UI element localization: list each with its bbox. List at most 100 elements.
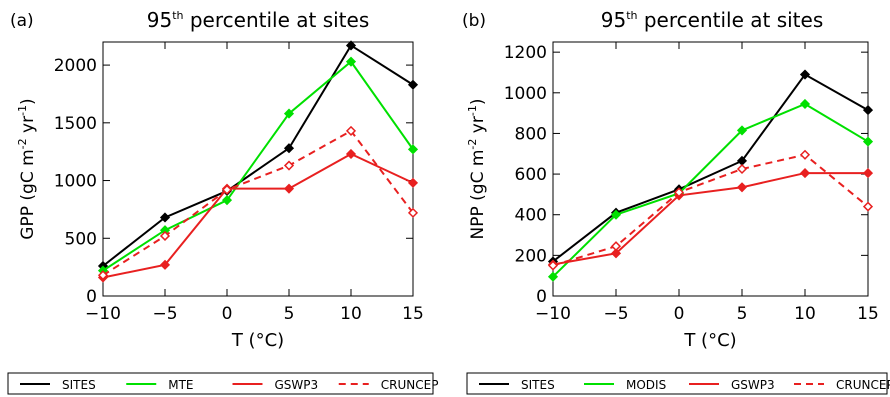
data-point-cruncep: [407, 207, 419, 218]
series-line-gswp3: [102, 152, 414, 279]
data-point-gswp3: [799, 168, 811, 179]
chart-title: 95th percentile at sites: [147, 8, 369, 32]
title-number: 95: [601, 8, 626, 32]
data-point-mte: [407, 144, 419, 155]
data-point-modis: [799, 98, 811, 110]
x-tick-label: 15: [857, 304, 879, 324]
data-point-cruncep: [345, 125, 357, 136]
data-point-modis: [547, 271, 559, 282]
y-tick-label: 1000: [504, 84, 547, 104]
data-point-gswp3: [862, 168, 874, 179]
legend-label-gswp3: GSWP3: [275, 378, 319, 392]
y-axis-label-sup1: -2: [466, 139, 479, 150]
data-point-cruncep: [221, 184, 233, 195]
legend-label-sites: SITES: [62, 378, 96, 392]
title-text: percentile at sites: [638, 8, 824, 32]
panel-label: (b): [462, 11, 486, 31]
data-point-gswp3: [610, 248, 622, 259]
data-point-gswp3: [159, 259, 171, 270]
series-line-mte: [102, 60, 414, 272]
y-axis-label-mid: yr: [18, 116, 38, 138]
legend-frame: [7, 372, 434, 395]
data-point-cruncep: [862, 201, 874, 212]
series-line-sites: [102, 44, 414, 267]
chart-title: 95th percentile at sites: [601, 8, 823, 32]
data-point-modis: [610, 209, 622, 220]
data-point-cruncep: [547, 260, 559, 271]
data-point-modis: [736, 125, 748, 136]
x-tick-label: 5: [737, 304, 748, 324]
x-tick-label: 10: [794, 304, 816, 324]
y-tick-label: 0: [536, 287, 547, 307]
x-tick-label: 15: [402, 304, 424, 324]
y-tick-label: 1200: [504, 43, 547, 63]
y-tick-label: 0: [86, 287, 97, 307]
legend-label-cruncep: CRUNCEP: [836, 378, 890, 392]
x-tick-label: 10: [340, 304, 362, 324]
legend: SITES MODIS GSWP3 CRUNCEP: [466, 372, 890, 395]
y-axis-label-post: ): [468, 99, 488, 106]
y-axis-label: GPP (gC m-2 yr-1): [16, 98, 38, 239]
data-point-sites: [799, 69, 811, 80]
y-tick-label: 1000: [54, 172, 97, 192]
series-line-modis: [552, 102, 869, 278]
data-point-sites: [862, 105, 874, 116]
title-superscript: th: [626, 9, 637, 22]
data-point-cruncep: [97, 270, 109, 281]
title-text: percentile at sites: [184, 8, 370, 32]
data-point-gswp3: [345, 148, 357, 160]
y-tick-label: 2000: [54, 56, 97, 76]
x-axis-label: T (°C): [231, 330, 284, 351]
plot-frame: [102, 41, 414, 297]
x-tick-label: −10: [535, 304, 571, 324]
data-point-gswp3: [736, 182, 748, 193]
title-number: 95: [147, 8, 172, 32]
legend: SITES MTE GSWP3 CRUNCEP: [7, 372, 439, 395]
data-point-cruncep: [159, 230, 171, 242]
legend-label-mte: MTE: [168, 378, 193, 392]
y-axis-label-pre: GPP (gC m: [18, 149, 38, 239]
legend-label-modis: MODIS: [626, 378, 666, 392]
data-point-cruncep: [673, 187, 685, 198]
x-tick-label: −5: [603, 304, 628, 324]
data-point-mte: [221, 195, 233, 206]
x-tick-label: 0: [222, 304, 233, 324]
series-line-cruncep: [102, 129, 414, 277]
chart-panel-2: (b) 95th percentile at sites −10 −5 0 5 10 15 0 2…: [462, 8, 890, 395]
y-tick-label: 600: [515, 165, 547, 185]
data-point-cruncep: [736, 163, 748, 175]
y-axis-label-mid: yr: [468, 116, 488, 138]
y-tick-label: 800: [515, 124, 547, 144]
y-axis-label-sup1: -2: [16, 138, 29, 149]
y-tick-label: 1500: [54, 114, 97, 134]
y-tick-label: 500: [65, 229, 97, 249]
y-tick-label: 400: [515, 206, 547, 226]
data-point-modis: [862, 136, 874, 147]
x-tick-label: 0: [674, 304, 685, 324]
legend-label-gswp3: GSWP3: [731, 378, 775, 392]
x-tick-label: −5: [152, 304, 177, 324]
legend-label-sites: SITES: [521, 378, 555, 392]
data-point-sites: [407, 79, 419, 90]
data-point-cruncep: [799, 149, 811, 160]
y-axis-label-sup2: -1: [16, 105, 29, 116]
data-point-cruncep: [610, 241, 622, 252]
data-point-gswp3: [407, 177, 419, 188]
x-axis-label: T (°C): [683, 330, 736, 351]
y-axis-label-pre: NPP (gC m: [468, 150, 488, 240]
series-line-sites: [552, 73, 869, 263]
data-point-mte: [283, 108, 295, 119]
x-tick-label: 5: [284, 304, 295, 324]
data-point-sites: [283, 143, 295, 154]
x-tick-label: −10: [85, 304, 121, 324]
data-point-gswp3: [283, 183, 295, 194]
y-axis-label: NPP (gC m-2 yr-1): [466, 99, 488, 240]
legend-frame: [466, 372, 888, 395]
legend-label-cruncep: CRUNCEP: [381, 378, 439, 392]
y-axis-label-post: ): [18, 98, 38, 105]
y-axis-label-sup2: -1: [466, 105, 479, 116]
data-point-mte: [345, 56, 357, 67]
series-line-gswp3: [552, 172, 868, 266]
y-tick-label: 200: [515, 246, 547, 266]
